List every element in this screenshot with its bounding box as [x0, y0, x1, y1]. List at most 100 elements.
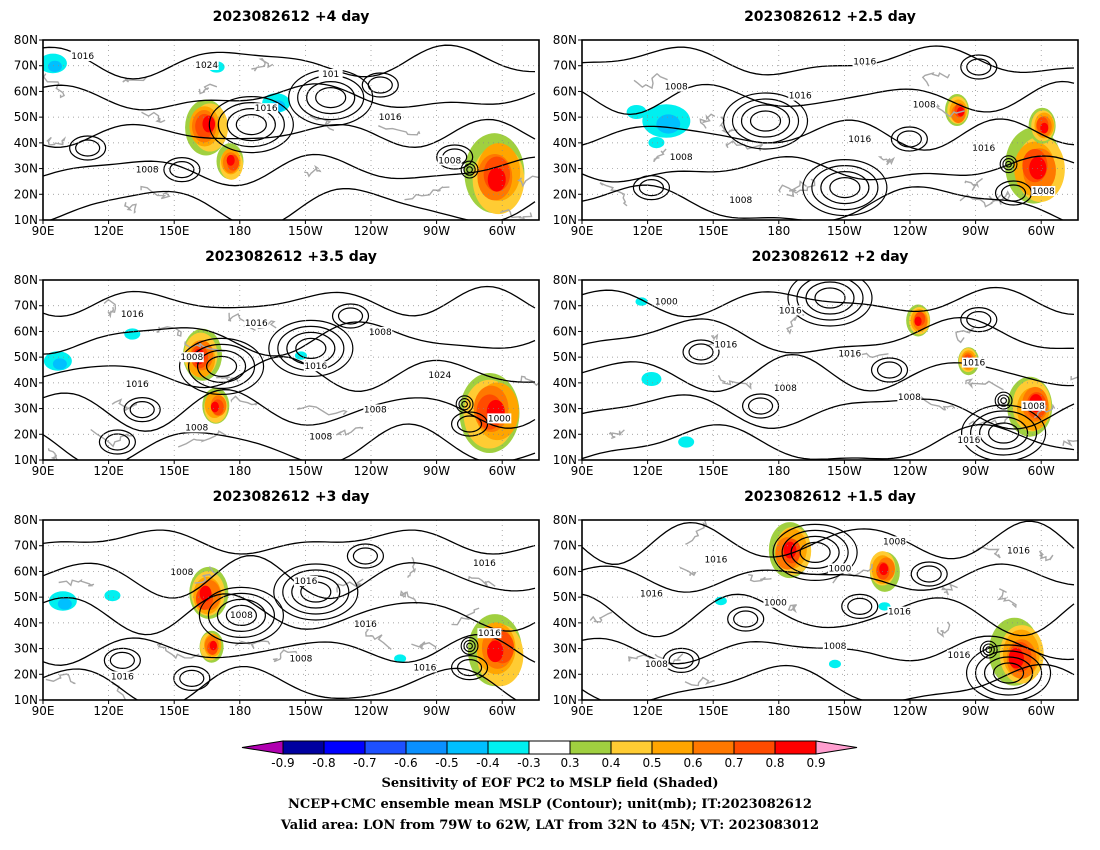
y-tick-label: 20N	[553, 667, 577, 681]
contour-label: 1008	[898, 393, 921, 403]
cyclone-contour	[997, 394, 1010, 407]
y-tick-label: 70N	[553, 299, 577, 313]
contour-label-bg	[477, 628, 502, 639]
y-tick-label: 20N	[14, 187, 38, 201]
y-tick-label: 10N	[14, 693, 38, 707]
contour-label: 1016	[413, 663, 436, 673]
y-tick-label: 10N	[14, 213, 38, 227]
isobar-contour	[582, 593, 1075, 638]
isobar-contour	[352, 547, 378, 565]
contour-label: 1016	[1007, 546, 1030, 556]
y-tick-label: 60N	[553, 84, 577, 98]
panel-title: 2023082612 +3.5 day	[205, 249, 377, 265]
isobar-contour	[225, 604, 257, 627]
y-tick-label: 80N	[553, 513, 577, 527]
isobar-contour	[966, 311, 992, 329]
isobar-contour	[847, 597, 873, 616]
y-tick-label: 70N	[14, 59, 38, 73]
cyclone-contour	[979, 640, 998, 659]
coastline	[786, 313, 805, 335]
isobar-contour	[820, 171, 870, 205]
x-tick-label: 120W	[354, 464, 389, 478]
contour-label: 1016	[972, 144, 995, 154]
coastline	[46, 136, 67, 146]
colorbar-box	[282, 740, 325, 755]
contour-label: 1008	[170, 568, 193, 578]
coastline	[725, 140, 764, 152]
coastline	[718, 116, 738, 134]
coastline	[45, 673, 76, 685]
y-tick-label: 60N	[14, 564, 38, 578]
x-tick-label: 90W	[423, 704, 450, 718]
x-tick-label: 150W	[827, 224, 862, 238]
panel-frame	[42, 39, 540, 221]
contour-label: 1016	[957, 436, 980, 446]
panel-title: 2023082612 +2.5 day	[744, 9, 916, 25]
sensitivity-shade-positive	[487, 640, 504, 663]
y-tick-label: 80N	[14, 513, 38, 527]
contour-label: 1008	[180, 353, 203, 363]
colorbar-box	[692, 740, 735, 755]
x-tick-label: 90W	[962, 224, 989, 238]
isobar-contour	[790, 535, 840, 570]
sensitivity-shade-negative	[828, 659, 841, 669]
contour-label-bg	[303, 361, 328, 372]
y-tick-label: 70N	[553, 539, 577, 553]
contour-label-bg	[378, 112, 403, 123]
contour-label-bg	[487, 413, 512, 424]
contour-label: 1016	[704, 555, 727, 565]
coastline	[272, 649, 302, 663]
coastline	[717, 374, 752, 390]
x-tick-label: 120W	[893, 464, 928, 478]
coastline	[654, 653, 684, 666]
isobar-contour	[632, 175, 671, 201]
x-tick-label: 150E	[698, 464, 729, 478]
coastline	[936, 621, 951, 638]
isobar-contour	[109, 651, 135, 670]
contour-label: 1008	[438, 156, 461, 166]
sensitivity-shade-negative	[104, 590, 121, 602]
x-tick-label: 120W	[893, 224, 928, 238]
contour-label: 1016	[779, 306, 802, 316]
colorbar-box	[569, 740, 612, 755]
contour-label-bg	[472, 558, 497, 568]
isobar-contour	[198, 586, 284, 645]
contour-label: 1000	[488, 414, 511, 424]
isobar-contour	[772, 523, 858, 582]
coastline	[997, 588, 1017, 609]
panel-title: 2023082612 +1.5 day	[744, 489, 916, 505]
isobar-contour	[749, 110, 782, 132]
isobar-contour	[43, 388, 536, 432]
colorbar-tick-label: -0.6	[394, 756, 417, 770]
coastline	[141, 111, 166, 123]
contour-label: 1016	[789, 92, 812, 102]
isobar-contour	[43, 321, 536, 357]
panel-title: 2023082612 +2 day	[752, 249, 909, 265]
cyclone-contour	[463, 639, 476, 653]
contour-label-bg	[308, 431, 333, 442]
isobar-contour	[910, 561, 948, 587]
contour-label: 1008	[913, 101, 936, 111]
colorbar-tick-label: -0.8	[312, 756, 335, 770]
contour-label-bg	[125, 379, 150, 390]
coastline	[699, 113, 716, 129]
contour-label-bg	[120, 309, 145, 319]
isobar-contour	[43, 153, 536, 187]
isobar-contour	[668, 651, 694, 670]
contour-label: 101	[322, 70, 339, 80]
sensitivity-shade-negative	[47, 60, 62, 72]
x-tick-label: 120E	[93, 704, 124, 718]
isobar-contour	[582, 663, 1075, 700]
x-tick-label: 60W	[489, 704, 516, 718]
colorbar-box	[610, 740, 653, 755]
y-tick-label: 30N	[553, 162, 577, 176]
isobar-contour	[805, 281, 855, 315]
coastline	[451, 607, 480, 626]
panel-title: 2023082612 +3 day	[213, 489, 370, 505]
x-tick-label: 120E	[632, 224, 663, 238]
contour-label-bg	[169, 567, 194, 577]
sensitivity-shade-negative	[656, 114, 681, 134]
isobar-contour	[965, 644, 1052, 700]
coastline	[336, 578, 364, 593]
y-tick-label: 30N	[14, 162, 38, 176]
